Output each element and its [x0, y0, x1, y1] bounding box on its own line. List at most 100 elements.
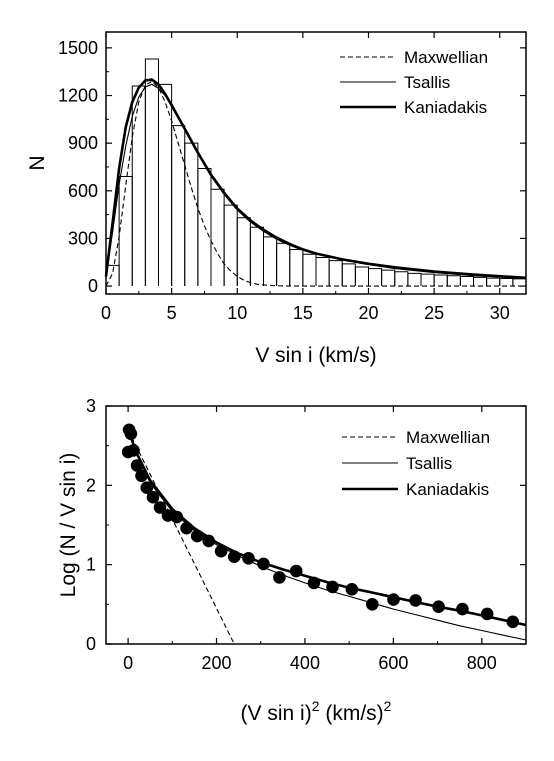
- histogram-bar: [354, 266, 369, 287]
- histogram-bar: [263, 236, 278, 287]
- data-point: [202, 534, 215, 548]
- data-point: [242, 552, 255, 565]
- x-label-sup2: 2: [384, 698, 392, 714]
- y-tick-label: 600: [68, 181, 98, 201]
- x-axis-label-bottom: (V sin i)2 (km/s)2: [241, 698, 392, 725]
- x-tick-label: 800: [467, 653, 497, 673]
- histogram-bar: [302, 253, 317, 287]
- histogram-bar: [407, 272, 422, 287]
- histogram-bars: [105, 58, 527, 287]
- data-point: [307, 576, 321, 590]
- histogram-bar: [315, 256, 330, 287]
- curve-kaniadakis: [104, 78, 527, 280]
- data-point: [140, 481, 154, 495]
- histogram-bar: [236, 217, 251, 287]
- histogram-bar: [512, 278, 527, 287]
- x-tick-label: 30: [490, 303, 510, 323]
- histogram-bar: [197, 168, 212, 287]
- data-point: [480, 607, 494, 621]
- histogram-bar: [459, 276, 474, 287]
- data-point: [170, 510, 184, 524]
- curve-maxwellian: [127, 429, 235, 645]
- data-points: [121, 423, 520, 629]
- data-point: [228, 550, 241, 563]
- data-point: [180, 521, 193, 535]
- data-point: [257, 557, 270, 571]
- histogram-bar: [381, 269, 396, 287]
- x-tick-label: 25: [424, 303, 444, 323]
- data-point: [130, 459, 144, 472]
- histogram-bar: [486, 277, 501, 287]
- legend-label-maxwellian: Maxwellian: [406, 428, 490, 447]
- data-point: [190, 529, 204, 543]
- y-tick-label: 1200: [58, 86, 98, 106]
- y-tick-label: 3: [86, 396, 96, 416]
- histogram-bar: [210, 188, 225, 287]
- data-point: [366, 598, 379, 611]
- y-tick-label: 300: [68, 228, 98, 248]
- data-point: [214, 544, 228, 558]
- data-point: [456, 602, 469, 616]
- histogram-bar: [131, 85, 146, 287]
- histogram-bar: [184, 142, 199, 287]
- y-axis-label-bottom: Log (N / V sin i): [57, 453, 80, 598]
- x-tick-label: 0: [123, 653, 133, 673]
- histogram-bar: [341, 263, 356, 287]
- x-tick-label: 10: [227, 303, 247, 323]
- axis-ticks-bottom: 0 200 400 600 800 0 1 2 3: [86, 396, 526, 673]
- histogram-bar: [276, 242, 291, 287]
- x-tick-label: 600: [378, 653, 408, 673]
- histogram-bar: [473, 276, 488, 287]
- histogram-bar: [144, 58, 159, 287]
- x-tick-label: 5: [167, 303, 177, 323]
- x-tick-label: 20: [358, 303, 378, 323]
- histogram-bar: [394, 271, 409, 287]
- y-tick-label: 1500: [58, 38, 98, 58]
- data-point: [432, 600, 445, 613]
- histogram-bar: [446, 275, 461, 287]
- y-tick-label: 1: [86, 555, 96, 575]
- data-point: [326, 580, 339, 594]
- y-tick-label: 0: [86, 634, 96, 654]
- data-point: [409, 594, 422, 607]
- data-point: [345, 583, 359, 596]
- y-tick-label: 900: [68, 133, 98, 153]
- x-tick-label: 400: [290, 653, 320, 673]
- x-axis-label-top: V sin i (km/s): [255, 344, 376, 367]
- histogram-bar: [249, 226, 264, 287]
- y-axis-label-top: N: [26, 155, 49, 170]
- data-point: [387, 593, 400, 606]
- legend-label-tsallis: Tsallis: [404, 73, 450, 92]
- histogram-bar: [499, 277, 514, 287]
- data-point: [127, 444, 140, 457]
- x-tick-label: 0: [101, 303, 111, 323]
- x-label-base: (V sin i): [241, 702, 312, 725]
- histogram-bar: [171, 125, 186, 287]
- legend-label-kaniadakis: Kaniadakis: [404, 98, 487, 117]
- y-tick-label: 2: [86, 475, 96, 495]
- legend-label-maxwellian: Maxwellian: [404, 48, 488, 67]
- data-point: [153, 501, 167, 514]
- x-label-units: (km/s): [320, 702, 384, 725]
- y-tick-label: 0: [88, 276, 98, 296]
- legend-bottom: Maxwellian Tsallis Kaniadakis: [342, 428, 490, 499]
- legend-top: Maxwellian Tsallis Kaniadakis: [340, 48, 488, 117]
- plot-frame-top: [105, 31, 527, 295]
- fit-curves: [104, 78, 527, 287]
- x-tick-label: 200: [202, 653, 232, 673]
- data-point: [146, 490, 160, 504]
- legend-label-tsallis: Tsallis: [406, 454, 452, 473]
- histogram-bar: [118, 175, 133, 287]
- legend-label-kaniadakis: Kaniadakis: [406, 480, 489, 499]
- x-tick-label: 15: [293, 303, 313, 323]
- data-point: [289, 564, 303, 578]
- histogram-bar: [433, 274, 448, 287]
- data-point: [135, 469, 148, 483]
- histogram-bar: [289, 249, 304, 287]
- x-label-sup1: 2: [312, 698, 320, 714]
- data-point: [506, 615, 520, 629]
